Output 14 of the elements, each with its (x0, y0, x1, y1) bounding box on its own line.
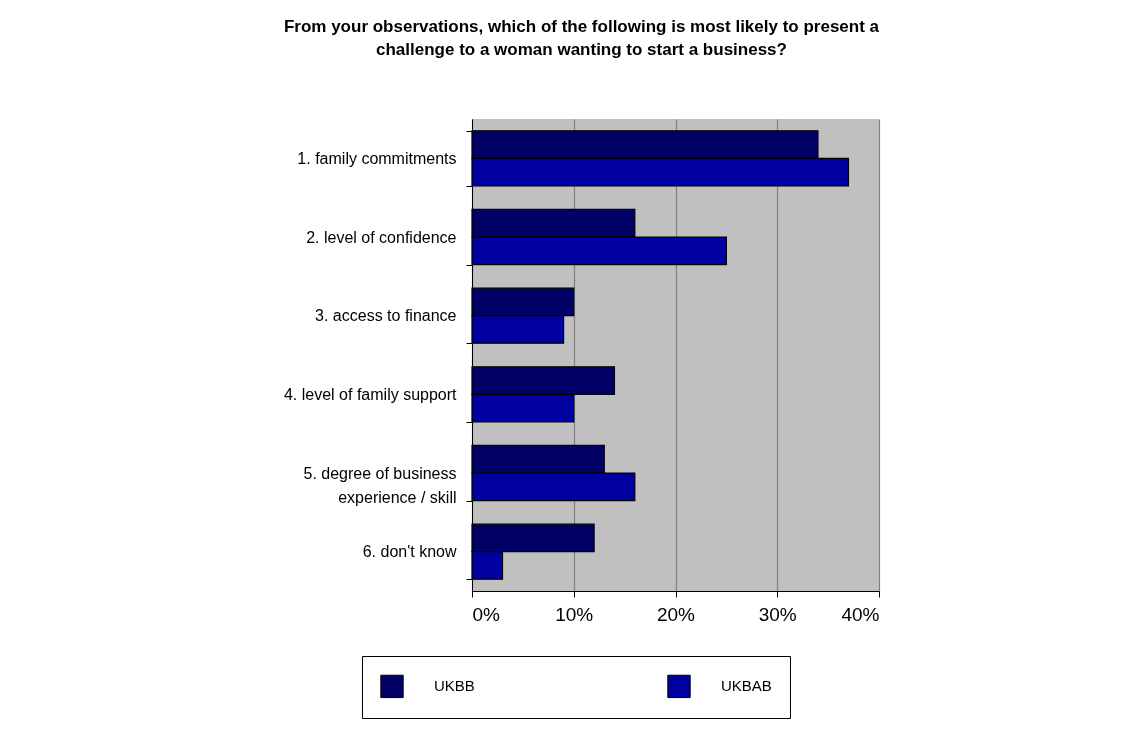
x-tick-label: 30% (758, 603, 797, 625)
chart-title: From your observations, which of the following is most likely to present a challenge to a woman wanting to start a business? (283, 17, 880, 59)
legend-label: UKBB (434, 677, 475, 695)
y-tick-label: 4. level of family support (283, 385, 458, 403)
y-tick-label: 5. degree of business experience / skill (303, 464, 457, 506)
y-tick-label: 1. family commitments (297, 149, 457, 167)
y-tick-label: 3. access to finance (315, 307, 457, 325)
y-tick-label: 2. level of confidence (306, 228, 457, 246)
x-tick-label: 10% (555, 603, 594, 625)
legend-label: UKBAB (721, 677, 772, 695)
x-tick-label: 20% (656, 603, 696, 625)
x-tick-label: 40% (841, 603, 880, 625)
x-tick-label: 0% (472, 603, 501, 625)
y-tick-label: 6. don't know (362, 543, 457, 561)
